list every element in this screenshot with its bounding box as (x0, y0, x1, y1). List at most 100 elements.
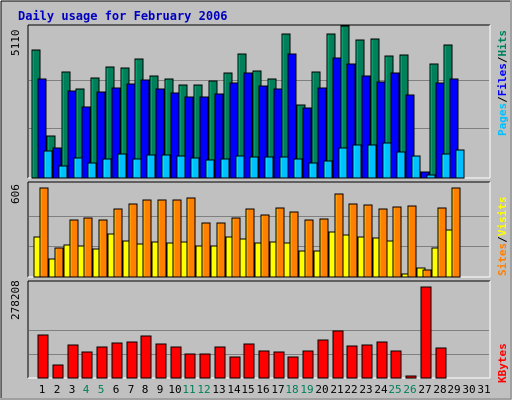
bar-files-day-14 (229, 82, 239, 179)
bar-pages-day-29 (455, 149, 465, 179)
bar-sites-day-19 (304, 219, 314, 278)
bar-kbytes-day-12 (199, 353, 211, 379)
bar-kbytes-day-16 (258, 350, 270, 379)
bar-pages-day-23 (367, 144, 377, 179)
bar-pages-day-3 (73, 157, 83, 179)
legend-entry: Pages (496, 103, 509, 136)
bar-sites-day-14 (231, 217, 241, 278)
bar-files-day-16 (258, 85, 268, 179)
x-tick-day-5: 5 (98, 383, 105, 396)
bar-pages-day-14 (235, 155, 245, 179)
x-tick-day-1: 1 (39, 383, 46, 396)
bar-files-day-26 (405, 94, 415, 179)
bar-files-day-23 (361, 75, 371, 179)
bar-sites-day-5 (98, 219, 108, 278)
bar-pages-day-6 (117, 153, 127, 179)
bar-kbytes-day-8 (140, 335, 152, 379)
x-tick-day-30: 30 (462, 383, 475, 396)
bar-sites-day-11 (186, 197, 196, 278)
x-tick-day-2: 2 (54, 383, 61, 396)
x-axis-ticks: 1 2 3 4 5 6 7 8 9 10 11 12 13 14 15 16 17 18 19 20 21 22 23 24 2… (39, 383, 491, 396)
kbytes-legend: KBytes (496, 343, 509, 383)
bar-pages-day-10 (176, 155, 186, 179)
bar-pages-day-25 (396, 151, 406, 179)
bar-sites-day-16 (260, 214, 270, 278)
bar-kbytes-day-17 (273, 351, 285, 379)
bar-sites-day-1 (39, 187, 49, 278)
bar-sites-day-9 (157, 199, 167, 278)
bar-files-day-10 (170, 92, 180, 179)
bar-kbytes-day-2 (52, 364, 64, 379)
bar-kbytes-day-5 (96, 346, 108, 379)
bar-sites-day-18 (289, 211, 299, 278)
bar-files-day-4 (81, 106, 91, 179)
x-tick-day-6: 6 (113, 383, 120, 396)
x-tick-day-17: 17 (271, 383, 284, 396)
bar-pages-day-27 (426, 174, 436, 179)
bar-sites-day-2 (54, 247, 64, 278)
bar-pages-day-18 (293, 158, 303, 179)
legend-entry: Files (496, 63, 509, 96)
bar-sites-day-29 (451, 187, 461, 278)
bar-pages-day-15 (249, 156, 259, 179)
bar-pages-day-22 (352, 144, 362, 179)
bar-files-day-24 (376, 81, 386, 179)
bar-files-day-17 (273, 88, 283, 179)
bar-kbytes-day-10 (170, 346, 182, 379)
bar-kbytes-day-4 (81, 351, 93, 379)
bar-sites-day-10 (172, 199, 182, 278)
bar-sites-day-21 (334, 193, 344, 278)
bar-sites-day-8 (142, 199, 152, 278)
legend-entry: Sites (496, 243, 509, 276)
bar-kbytes-day-15 (243, 343, 255, 379)
bar-kbytes-day-13 (214, 346, 226, 379)
bar-files-day-8 (140, 79, 150, 179)
x-tick-day-15: 15 (241, 383, 254, 396)
x-tick-day-27: 27 (418, 383, 431, 396)
bar-kbytes-day-22 (346, 345, 358, 379)
sites-visits-panel (27, 181, 491, 278)
bar-sites-day-3 (69, 219, 79, 278)
bar-files-day-28 (435, 82, 445, 179)
bar-kbytes-day-3 (67, 344, 79, 379)
x-tick-day-13: 13 (212, 383, 225, 396)
bar-pages-day-13 (220, 158, 230, 179)
bar-pages-day-5 (102, 158, 112, 179)
x-tick-day-4: 4 (83, 383, 90, 396)
hits-ymax-label: 5110 (9, 30, 22, 57)
x-tick-day-8: 8 (142, 383, 149, 396)
x-tick-day-14: 14 (227, 383, 241, 396)
bar-kbytes-day-27 (420, 286, 432, 379)
kbytes-panel (27, 280, 491, 379)
bar-kbytes-day-18 (287, 356, 299, 379)
bar-pages-day-20 (323, 160, 333, 179)
x-tick-day-20: 20 (315, 383, 328, 396)
bar-sites-day-4 (83, 217, 93, 278)
x-tick-day-18: 18 (285, 383, 298, 396)
x-tick-day-3: 3 (69, 383, 76, 396)
bar-sites-day-28 (437, 207, 447, 278)
hits-legend: Pages/Files/Hits (496, 30, 509, 136)
bar-pages-day-16 (264, 156, 274, 179)
legend-entry: / (496, 56, 509, 63)
bar-kbytes-day-26 (405, 375, 417, 379)
bar-pages-day-19 (308, 162, 318, 179)
bar-pages-day-26 (411, 155, 421, 179)
x-tick-day-16: 16 (256, 383, 269, 396)
hits-files-pages-panel (27, 24, 491, 179)
x-tick-day-10: 10 (168, 383, 181, 396)
bar-sites-day-7 (128, 203, 138, 278)
bar-sites-day-12 (201, 222, 211, 278)
x-tick-day-12: 12 (197, 383, 210, 396)
x-tick-day-23: 23 (359, 383, 372, 396)
bar-kbytes-day-21 (332, 330, 344, 379)
bar-kbytes-day-7 (126, 341, 138, 379)
x-tick-day-19: 19 (300, 383, 313, 396)
x-tick-day-26: 26 (403, 383, 416, 396)
bar-pages-day-9 (161, 154, 171, 179)
bar-files-day-13 (214, 93, 224, 179)
bar-pages-day-24 (382, 142, 392, 179)
bar-pages-day-7 (132, 158, 142, 179)
legend-entry: / (496, 96, 509, 103)
bar-files-day-1 (37, 78, 47, 179)
